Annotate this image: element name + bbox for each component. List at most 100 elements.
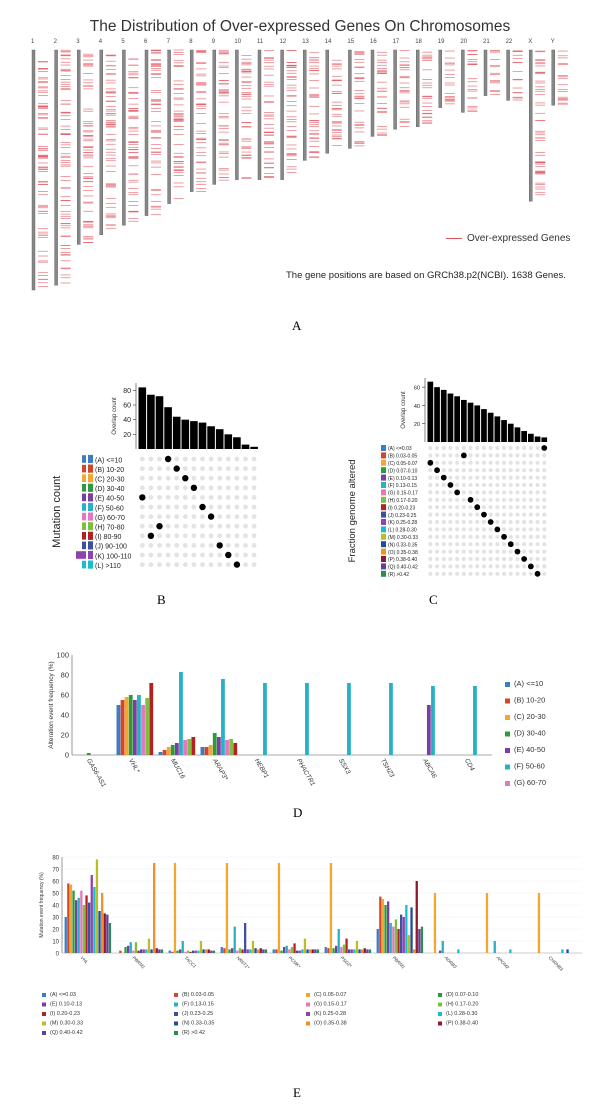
y-tick-label: 30 — [52, 916, 59, 922]
set-label: (E) 40-50 — [95, 496, 124, 503]
matrix-dot-empty — [448, 564, 453, 569]
matrix-dot-filled — [173, 465, 180, 472]
matrix-dot-empty — [165, 514, 171, 519]
chromosome-1 — [31, 49, 36, 291]
set-color-swatch — [381, 511, 386, 518]
matrix-dot-empty — [488, 505, 493, 510]
matrix-dot-empty — [234, 504, 240, 510]
matrix-dot-empty — [225, 475, 231, 481]
matrix-dot-empty — [217, 485, 223, 491]
bar-n033035 — [410, 907, 413, 953]
y-axis-label: Mutation event frequency (%) — [39, 872, 45, 938]
set-label: (P) 0.38-0.40 — [388, 557, 417, 563]
matrix-dot-empty — [441, 564, 446, 569]
category-label: PSG2* — [339, 955, 352, 968]
bar-g6070 — [141, 705, 145, 755]
legend-label: (R) >0.42 — [182, 1030, 205, 1036]
matrix-dot-empty — [501, 512, 507, 517]
matrix-dot-empty — [434, 445, 440, 451]
bar-r042 — [316, 949, 320, 953]
matrix-dot-empty — [528, 542, 533, 547]
set-label: (E) 0.10-0.13 — [388, 476, 417, 482]
bar-i8090 — [233, 743, 238, 755]
set-size-bar — [82, 512, 86, 521]
matrix-dot-empty — [251, 514, 257, 519]
matrix-dot-empty — [528, 556, 533, 562]
legend-swatch — [174, 1002, 178, 1007]
matrix-dot-empty — [455, 571, 460, 576]
matrix-dot-empty — [225, 466, 231, 471]
bar-b003005 — [119, 950, 122, 953]
category-label: SSX3 — [337, 758, 352, 776]
matrix-dot-filled — [454, 489, 461, 496]
bar-f5060 — [347, 683, 351, 755]
matrix-dot-empty — [481, 497, 487, 502]
bar-m030033 — [199, 941, 203, 953]
matrix-dot-empty — [200, 495, 205, 500]
legend-label: (B) 0.03-0.05 — [182, 992, 214, 998]
set-label: (M) 0.30-0.33 — [388, 535, 418, 541]
matrix-dot-empty — [148, 514, 154, 519]
matrix-dot-empty — [535, 497, 540, 502]
legend-line-swatch — [446, 237, 462, 239]
matrix-dot-empty — [225, 456, 231, 462]
matrix-dot-empty — [165, 475, 171, 481]
bar-k025028 — [350, 949, 353, 953]
bar-f5060 — [221, 679, 225, 755]
matrix-dot-empty — [515, 497, 520, 502]
bar-f013015 — [181, 941, 184, 953]
matrix-dot-empty — [475, 490, 480, 495]
matrix-dot-empty — [455, 527, 460, 532]
matrix-dot-empty — [488, 564, 493, 569]
ideogram-legend-label: Over-expressed Genes — [467, 233, 571, 244]
chromosome-label-21: 21 — [483, 39, 490, 45]
matrix-dot-filled — [481, 511, 487, 518]
matrix-dot-empty — [139, 543, 145, 548]
set-label: (F) 50-60 — [95, 505, 124, 512]
matrix-dot-empty — [501, 542, 507, 547]
matrix-dot-empty — [243, 552, 248, 558]
matrix-dot-empty — [182, 485, 188, 491]
matrix-dot-empty — [475, 549, 480, 554]
overlap-bar — [541, 437, 548, 442]
matrix-dot-empty — [468, 445, 473, 451]
y-tick-label: 10 — [52, 940, 59, 946]
legend-label: (L) 0.28-0.30 — [446, 1011, 478, 1017]
chromosome-label-3: 3 — [76, 39, 80, 45]
bar-e010013 — [335, 945, 338, 953]
legend-swatch — [505, 682, 510, 687]
matrix-dot-empty — [461, 490, 466, 495]
bar-l028030 — [353, 949, 356, 953]
matrix-dot-empty — [165, 504, 171, 510]
matrix-dot-empty — [225, 523, 231, 529]
overlap-bar — [190, 421, 198, 449]
matrix-dot-empty — [182, 495, 188, 500]
legend-label: (K) 0.25-0.28 — [314, 1011, 346, 1017]
matrix-dot-empty — [251, 533, 257, 539]
matrix-dot-empty — [542, 460, 547, 465]
set-color-swatch — [88, 550, 93, 560]
matrix-dot-empty — [475, 497, 480, 502]
y-tick-label: 70 — [52, 868, 59, 874]
matrix-dot-empty — [208, 562, 214, 567]
bar-i020023 — [85, 895, 88, 953]
set-label: (Q) 0.40-0.42 — [388, 565, 418, 571]
chromosome-3 — [76, 49, 81, 245]
matrix-dot-empty — [251, 495, 257, 500]
bar-e4050 — [132, 700, 137, 755]
category-label: PCMK* — [287, 955, 301, 969]
matrix-dot-empty — [243, 514, 248, 519]
bar-f013015 — [337, 929, 340, 953]
matrix-dot-empty — [455, 497, 460, 502]
bar-d3040 — [128, 695, 133, 755]
overlap-bar — [507, 423, 514, 442]
matrix-dot-empty — [217, 523, 223, 529]
bar-o035038 — [101, 893, 104, 953]
matrix-dot-empty — [515, 453, 520, 458]
chromosome-chart-title: The Distribution of Over-expressed Genes… — [89, 18, 511, 35]
matrix-dot-empty — [448, 556, 453, 562]
matrix-dot-empty — [461, 512, 466, 517]
matrix-dot-empty — [428, 564, 433, 569]
matrix-dot-empty — [428, 542, 433, 547]
matrix-dot-empty — [515, 556, 520, 562]
